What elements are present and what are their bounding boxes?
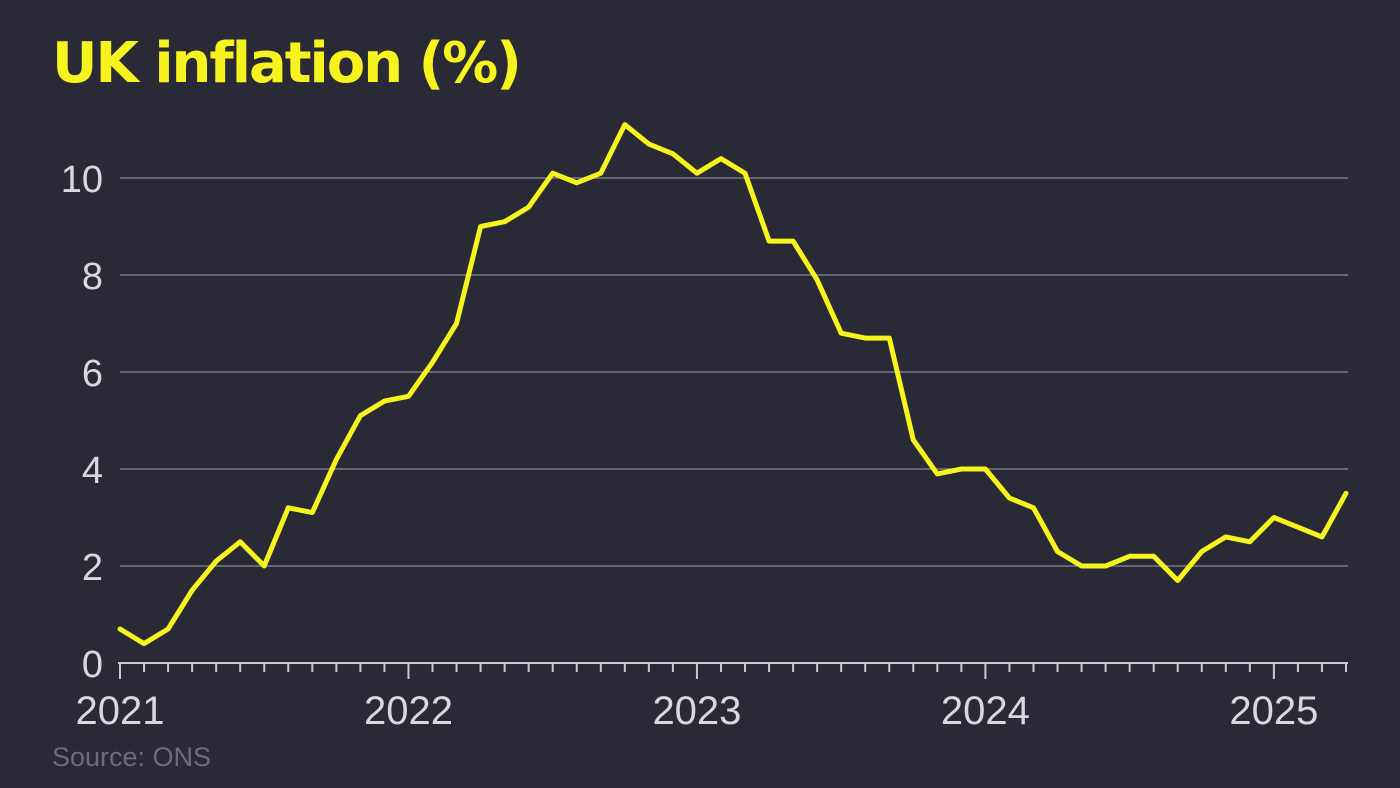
y-tick-label: 4	[82, 450, 103, 492]
x-tick-label: 2022	[364, 689, 453, 733]
tick-labels: 0 2 4 6 8 10 2021 2022 2023 2024 2025	[61, 159, 1319, 733]
x-tick-label: 2023	[652, 689, 741, 733]
chart-title: UK inflation (%)	[52, 31, 522, 96]
y-tick-label: 2	[82, 547, 103, 589]
x-tick-label: 2025	[1229, 689, 1318, 733]
series-line-0	[117, 122, 1349, 647]
y-tick-label: 6	[82, 353, 103, 395]
y-tick-label: 0	[82, 644, 103, 686]
gridlines	[120, 177, 1348, 567]
x-tick-label: 2024	[941, 689, 1030, 733]
series-layer	[117, 122, 1349, 647]
x-tick-label: 2021	[76, 689, 165, 733]
y-tick-label: 8	[82, 256, 103, 298]
y-tick-label: 10	[61, 159, 103, 201]
x-axis	[118, 662, 1348, 679]
source-note: Source: ONS	[52, 742, 212, 772]
